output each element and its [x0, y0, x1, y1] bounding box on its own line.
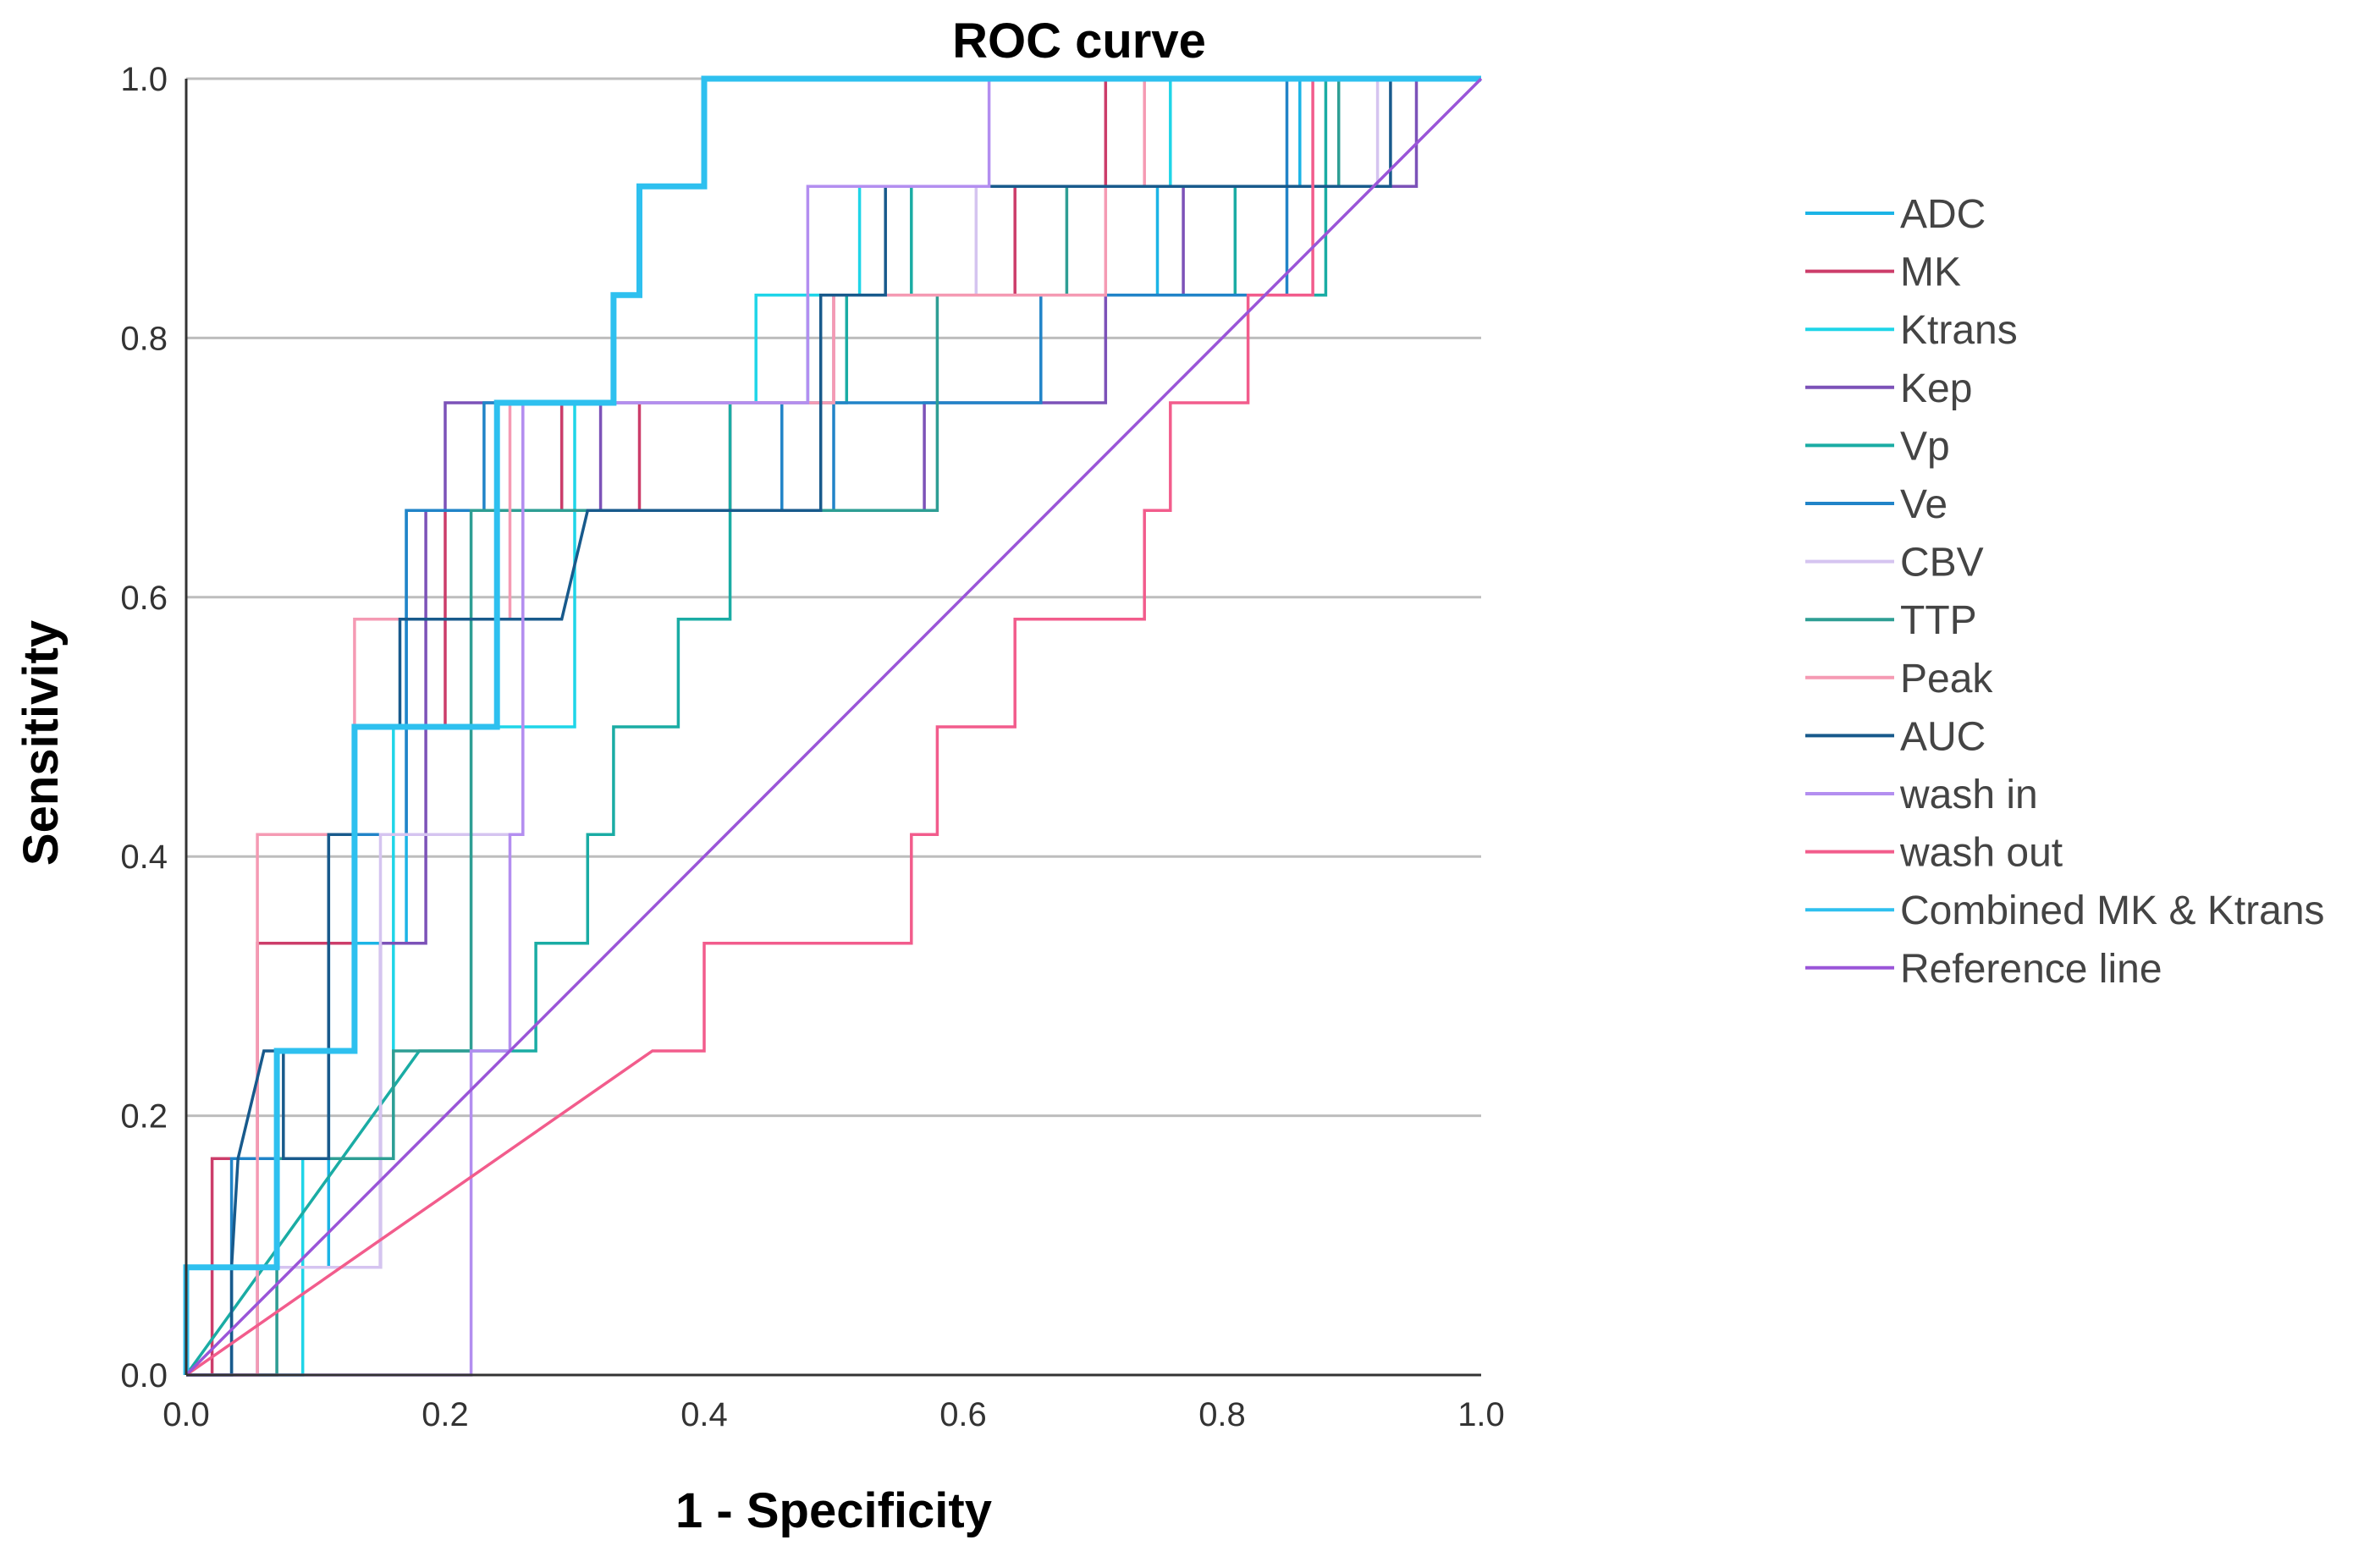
legend-item: wash out: [1805, 831, 2063, 876]
series-lines: [183, 75, 1483, 1377]
legend-label: Ktrans: [1900, 308, 2018, 353]
legend-item: Kep: [1805, 366, 1972, 411]
y-tick-label: 1.0: [120, 61, 168, 98]
legend-label: CBV: [1900, 541, 1984, 586]
legend-label: wash out: [1899, 831, 2063, 876]
x-axis-label: 1 - Specificity: [675, 1483, 992, 1538]
x-tick-label: 0.8: [1198, 1396, 1246, 1433]
x-tick-label: 0.0: [163, 1396, 210, 1433]
legend-label: ADC: [1900, 192, 1986, 237]
y-tick-label: 0.0: [120, 1357, 168, 1394]
series-line-combined-mk-ktrans: [183, 75, 1481, 1375]
axes: [185, 79, 1481, 1377]
legend-label: wash in: [1899, 773, 2038, 817]
legend-label: Vp: [1900, 424, 1950, 469]
x-tick-label: 1.0: [1457, 1396, 1505, 1433]
legend-label: Kep: [1900, 366, 1972, 411]
series-line-wash-in: [186, 77, 1481, 1377]
legend-item: wash in: [1805, 773, 2038, 817]
legend-label: Combined MK & Ktrans: [1900, 888, 2325, 933]
legend-item: AUC: [1805, 714, 1986, 759]
legend-item: Peak: [1805, 657, 1993, 701]
tick-labels: 0.0 0.2 0.4 0.6 0.8 1.0 0.0 0.2 0.4 0.6 0.8 1.0: [120, 61, 1504, 1433]
y-tick-label: 0.6: [120, 580, 168, 617]
y-tick-label: 0.8: [120, 320, 168, 357]
legend: ADC MK Ktrans Kep Vp Ve CBV TTP Peak AUC wash in wa…: [1805, 192, 2325, 992]
legend-item: ADC: [1805, 192, 1986, 237]
legend-item: Ktrans: [1805, 308, 2018, 353]
legend-item: TTP: [1805, 598, 1977, 643]
legend-label: Reference line: [1900, 947, 2162, 992]
legend-item: Reference line: [1805, 947, 2162, 992]
legend-item: CBV: [1805, 541, 1984, 586]
y-tick-label: 0.2: [120, 1098, 168, 1136]
legend-label: Peak: [1900, 657, 1993, 701]
legend-label: Ve: [1900, 482, 1948, 527]
legend-label: TTP: [1900, 598, 1977, 643]
legend-item: Combined MK & Ktrans: [1805, 888, 2325, 933]
legend-item: MK: [1805, 250, 1961, 295]
x-tick-label: 0.6: [939, 1396, 987, 1433]
y-axis-label: Sensitivity: [14, 620, 69, 866]
chart-title: ROC curve: [952, 14, 1206, 69]
y-tick-label: 0.4: [120, 839, 168, 876]
series-line-reference-line: [185, 77, 1483, 1377]
legend-label: MK: [1900, 250, 1961, 295]
legend-item: Ve: [1805, 482, 1948, 527]
x-tick-label: 0.4: [680, 1396, 728, 1433]
legend-item: Vp: [1805, 424, 1950, 469]
legend-label: AUC: [1900, 714, 1986, 759]
series-line-vp: [185, 77, 1481, 1377]
x-tick-label: 0.2: [421, 1396, 469, 1433]
